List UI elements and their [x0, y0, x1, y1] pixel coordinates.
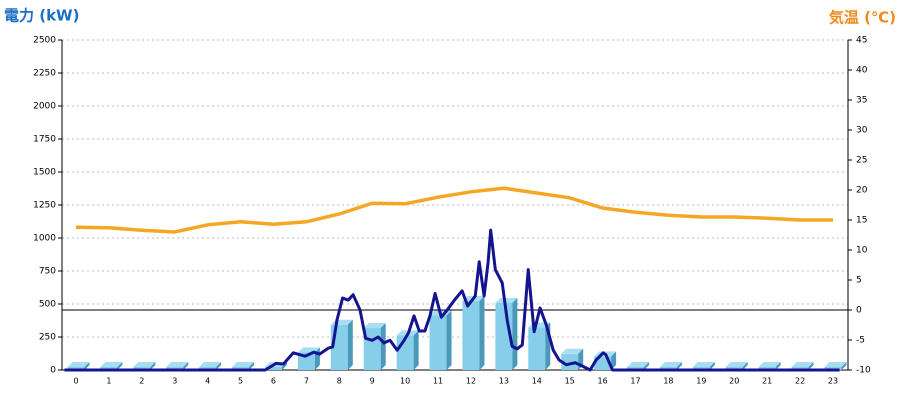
- x-tick-label: 8: [337, 377, 342, 386]
- x-tick-label: 18: [663, 377, 673, 386]
- x-tick-label: 6: [271, 377, 276, 386]
- y2-tick-label: -10: [856, 366, 871, 376]
- y-tick-label: 750: [39, 267, 56, 277]
- bar: [561, 353, 579, 370]
- bar-side: [512, 297, 518, 370]
- bar-side: [479, 296, 485, 370]
- y2-tick-label: 30: [856, 126, 868, 136]
- bar-top: [659, 362, 682, 367]
- bar-top: [725, 362, 748, 367]
- bar-side: [281, 362, 287, 370]
- y2-tick-label: 0: [856, 306, 862, 316]
- y2-tick-label: 10: [856, 246, 868, 256]
- bar-side: [775, 362, 781, 370]
- x-tick-label: 5: [238, 377, 243, 386]
- x-tick-label: 4: [205, 377, 210, 386]
- x-tick-label: 11: [433, 377, 443, 386]
- x-tick-label: 9: [370, 377, 375, 386]
- x-tick-label: 23: [828, 377, 838, 386]
- y2-tick-label: 15: [856, 216, 867, 226]
- x-tick-label: 19: [696, 377, 706, 386]
- y-tick-label: 2500: [33, 36, 56, 46]
- y-tick-label: 500: [39, 300, 56, 310]
- temperature-line: [75, 186, 833, 234]
- bar-top: [67, 362, 90, 367]
- y-axis-title: 電力 (kW): [4, 7, 79, 25]
- x-tick-label: 14: [532, 377, 542, 386]
- y2-tick-label: -5: [856, 336, 865, 346]
- bar-side: [150, 362, 156, 370]
- bar-top: [627, 362, 650, 367]
- y-tick-label: 1250: [33, 201, 56, 211]
- bar-top: [363, 323, 386, 329]
- bar-side: [380, 323, 386, 370]
- y-tick-label: 0: [50, 366, 56, 376]
- bar-side: [808, 362, 814, 370]
- bar-side: [709, 362, 715, 370]
- bar-side: [249, 362, 255, 370]
- bar-side: [117, 362, 123, 370]
- bar: [429, 315, 447, 370]
- x-tick-label: 0: [73, 377, 78, 386]
- x-tick-label: 2: [139, 377, 144, 386]
- bar-side: [84, 362, 90, 370]
- bar-top: [232, 362, 255, 367]
- y-tick-label: 1000: [33, 234, 56, 244]
- x-tick-label: 13: [499, 377, 509, 386]
- bar: [264, 367, 282, 370]
- bar-top: [166, 362, 189, 367]
- y-tick-label: 2000: [33, 102, 56, 112]
- bar-side: [742, 362, 748, 370]
- bar-side: [841, 362, 847, 370]
- x-tick-label: 15: [565, 377, 575, 386]
- x-tick-label: 22: [795, 377, 805, 386]
- bar-side: [216, 362, 222, 370]
- x-tick-label: 7: [304, 377, 309, 386]
- x-tick-label: 20: [729, 377, 739, 386]
- bar-top: [133, 362, 156, 367]
- y-tick-label: 1750: [33, 135, 56, 145]
- bar-side: [676, 362, 682, 370]
- bar-side: [446, 310, 452, 370]
- bar-side: [347, 319, 353, 370]
- x-tick-label: 1: [106, 377, 111, 386]
- bar-side: [644, 362, 650, 370]
- y2-tick-label: 20: [856, 186, 868, 196]
- y2-tick-label: 45: [856, 36, 867, 46]
- bar-top: [824, 362, 847, 367]
- y2-tick-label: 25: [856, 156, 867, 166]
- bar: [528, 327, 546, 370]
- y-tick-label: 250: [39, 333, 56, 343]
- x-tick-label: 3: [172, 377, 177, 386]
- y2-tick-label: 35: [856, 96, 867, 106]
- bar-side: [611, 351, 617, 370]
- bar: [462, 301, 480, 370]
- x-tick-label: 10: [400, 377, 410, 386]
- bar-top: [692, 362, 715, 367]
- bar-side: [413, 330, 419, 370]
- bar-side: [183, 362, 189, 370]
- power-line: [64, 228, 840, 372]
- bar-top: [100, 362, 123, 367]
- x-tick-label: 21: [762, 377, 772, 386]
- y2-tick-label: 40: [856, 66, 868, 76]
- y-tick-label: 1500: [33, 168, 56, 178]
- y2-tick-label: 5: [856, 276, 862, 286]
- x-tick-label: 12: [466, 377, 476, 386]
- y-tick-label: 2250: [33, 69, 56, 79]
- x-tick-label: 17: [630, 377, 640, 386]
- bar-top: [561, 348, 584, 354]
- bar-top: [495, 297, 518, 303]
- bar-top: [758, 362, 781, 367]
- bar-top: [199, 362, 222, 367]
- y2-axis-title: 気温 (℃): [829, 9, 896, 27]
- x-tick-label: 16: [598, 377, 608, 386]
- bar-top: [791, 362, 814, 367]
